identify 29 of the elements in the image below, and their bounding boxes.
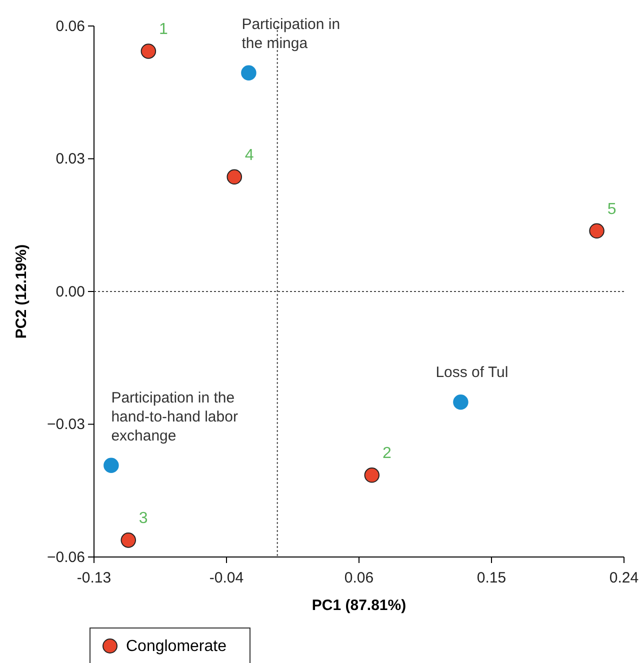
x-tick-label: -0.04 — [209, 570, 244, 586]
x-tick-label: 0.24 — [609, 570, 639, 586]
annotation: Loss of Tul — [436, 364, 508, 382]
point — [589, 223, 604, 238]
annotation: Participation in the hand-to-hand labor exchange — [111, 389, 238, 444]
y-tick-label: 0.03 — [56, 150, 85, 168]
x-tick-label: 0.15 — [476, 570, 506, 586]
annotation: 5 — [607, 200, 616, 218]
y-axis-title: PC2 (12.19%) — [13, 244, 30, 339]
annotation: Participation in the minga — [242, 16, 340, 52]
point — [104, 458, 119, 474]
point — [226, 169, 242, 185]
annotation: 1 — [158, 21, 168, 38]
x-tick-label: 0.06 — [344, 570, 374, 586]
y-tick-label: 0.00 — [56, 283, 85, 300]
x-tick-label: -0.13 — [76, 570, 112, 586]
legend-label: Conglomerate — [126, 638, 227, 655]
point — [453, 394, 468, 410]
point — [241, 65, 256, 81]
annotation: 2 — [382, 445, 392, 462]
annotation: 4 — [244, 146, 254, 164]
y-tick-label: −0.03 — [47, 416, 85, 434]
x-axis-title: PC1 (87.81%) — [312, 597, 406, 614]
point — [364, 468, 380, 483]
y-tick-label: 0.06 — [56, 18, 85, 35]
point — [120, 532, 136, 548]
point — [140, 44, 156, 59]
annotation: 3 — [138, 510, 148, 528]
y-tick-label: −0.06 — [47, 548, 85, 566]
